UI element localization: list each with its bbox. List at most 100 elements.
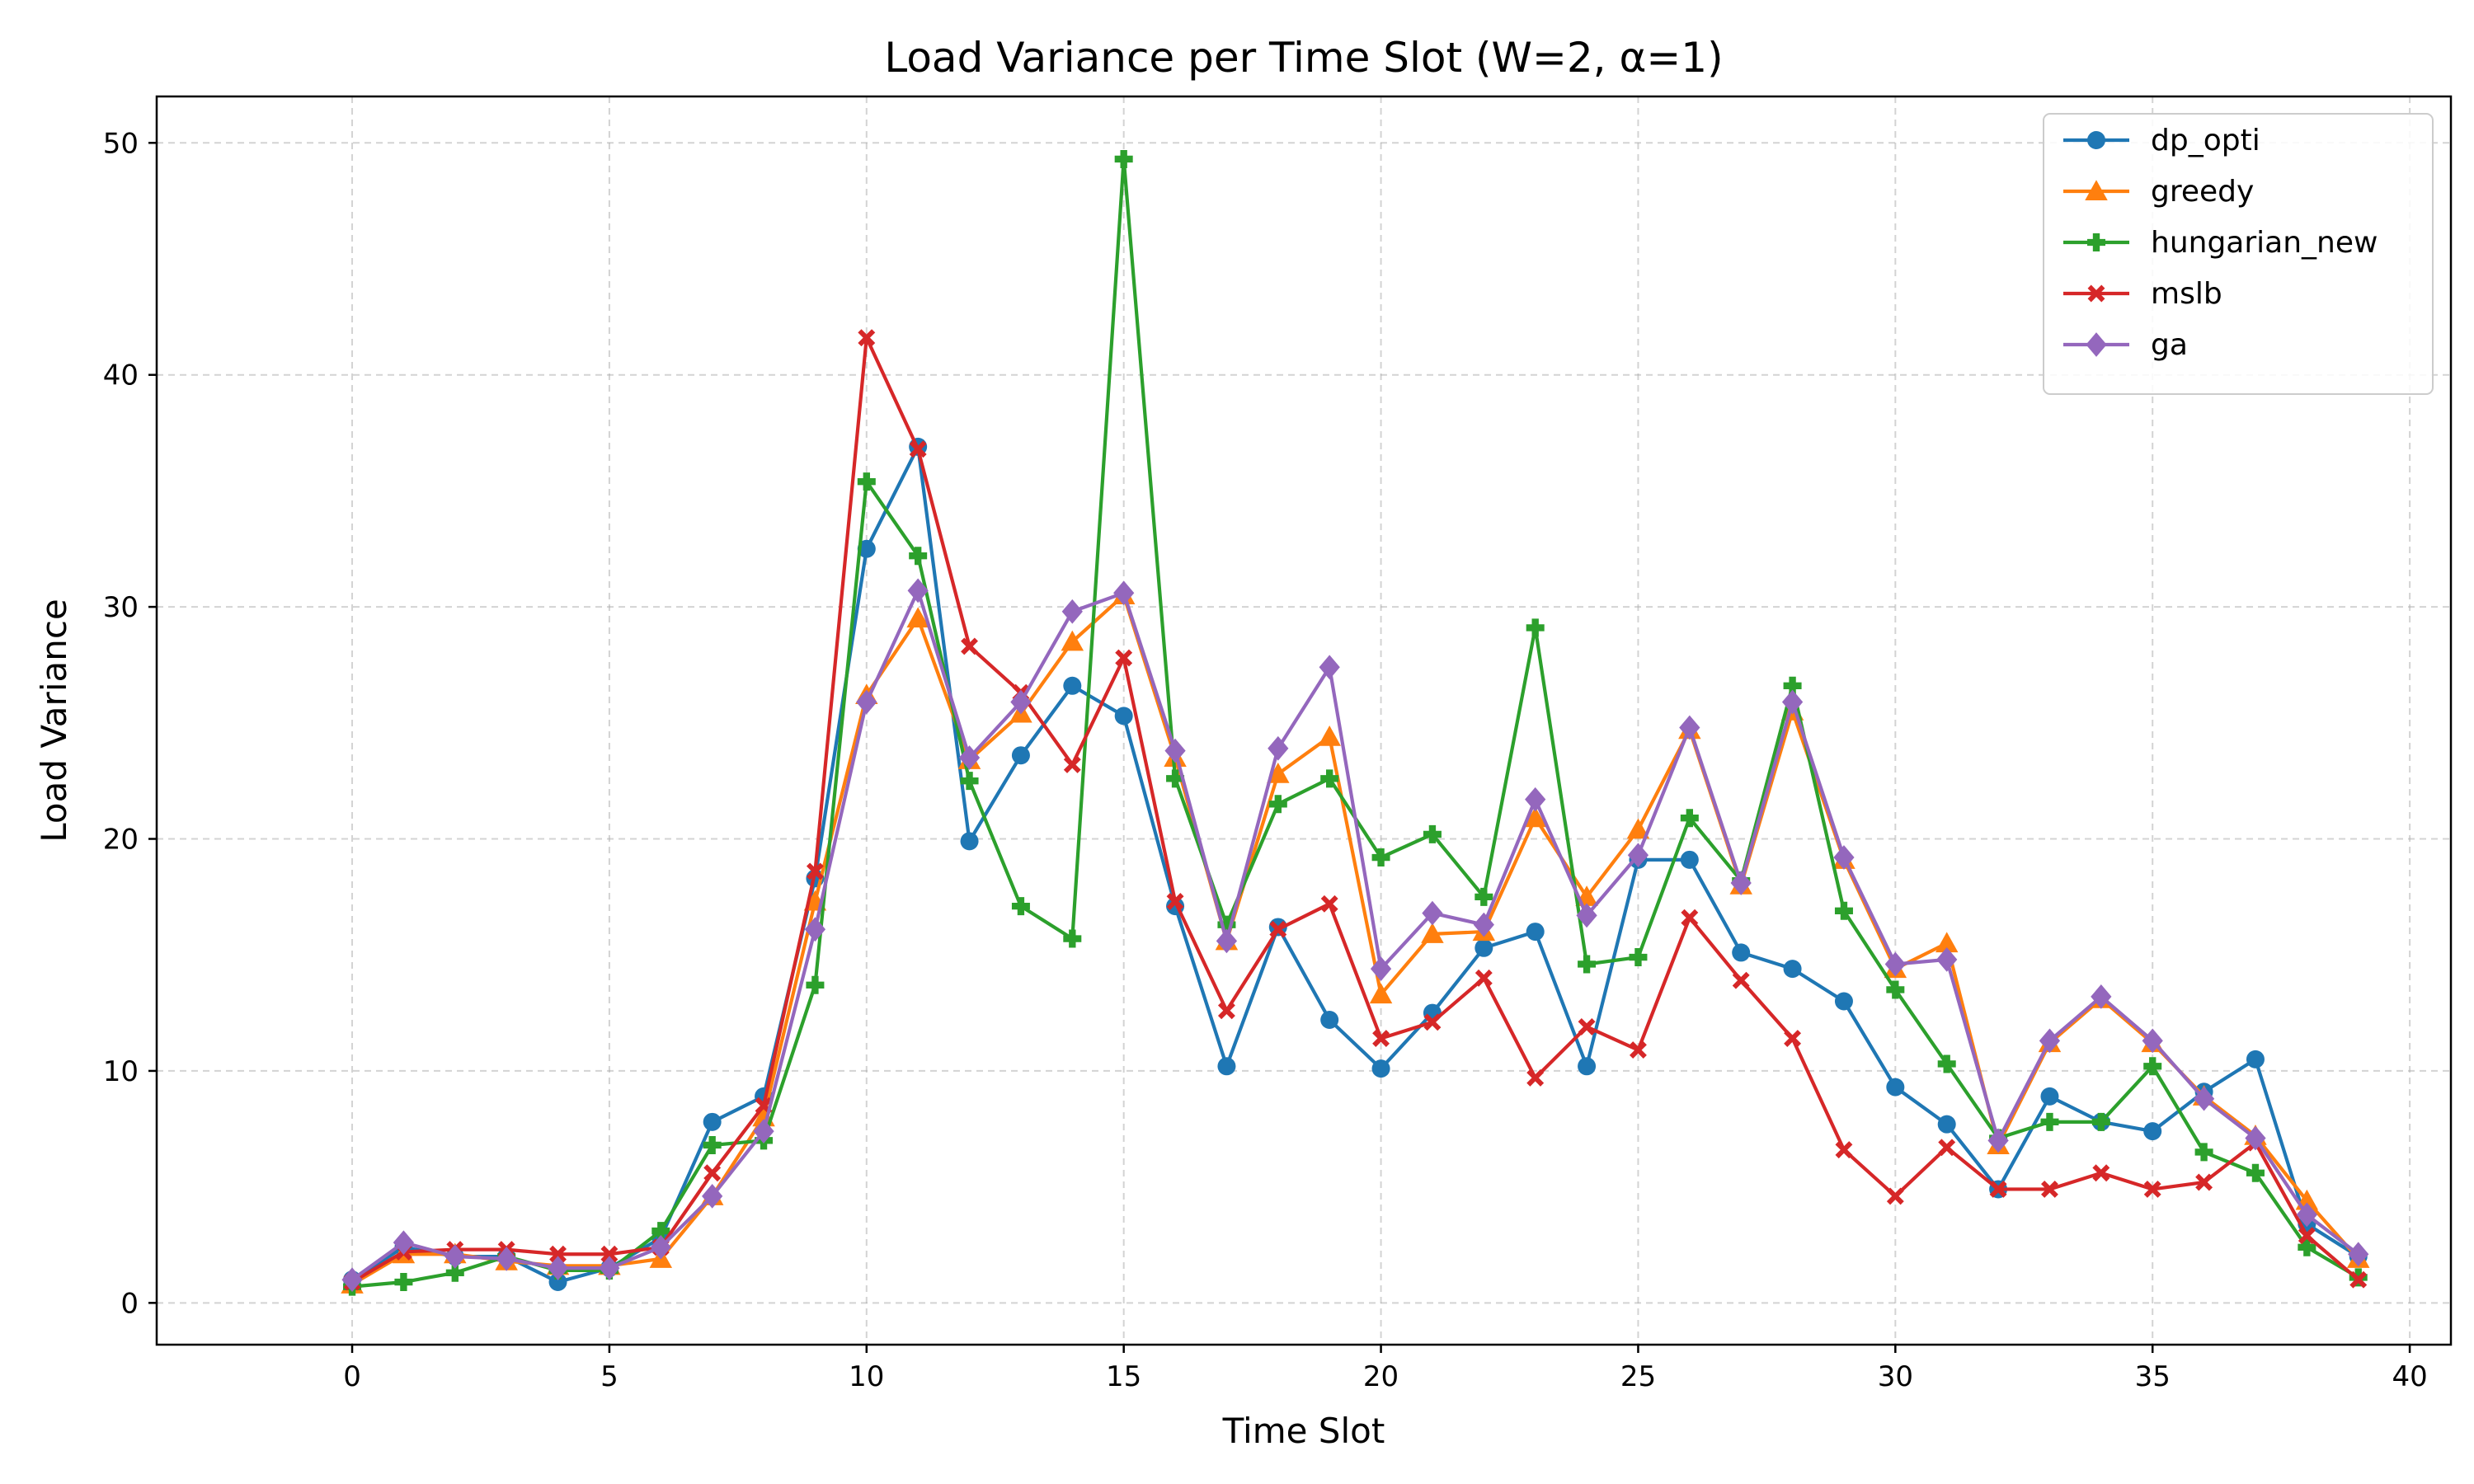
data-point-mslb bbox=[1269, 920, 1287, 938]
data-point-mslb bbox=[2041, 1181, 2058, 1198]
data-point-ga bbox=[496, 1247, 517, 1271]
data-point-greedy bbox=[906, 607, 929, 628]
data-point-hungarian_new bbox=[2246, 1163, 2265, 1182]
data-point-hungarian_new bbox=[1114, 149, 1133, 168]
legend-item-dp_opti: dp_opti bbox=[2063, 124, 2260, 157]
data-point-mslb bbox=[2143, 1181, 2161, 1198]
x-tick-label: 30 bbox=[1878, 1360, 1913, 1393]
data-point-hungarian_new bbox=[651, 1222, 670, 1241]
legend-box bbox=[2043, 113, 2434, 395]
data-point-ga bbox=[2091, 984, 2112, 1009]
data-point-hungarian_new bbox=[2194, 1143, 2213, 1162]
y-tick-label: 10 bbox=[103, 1055, 139, 1088]
data-point-mslb bbox=[1063, 756, 1081, 773]
data-point-dp_opti bbox=[1114, 707, 1133, 726]
data-point-ga bbox=[1576, 903, 1597, 928]
data-point-mslb bbox=[806, 862, 824, 881]
data-point-hungarian_new bbox=[909, 547, 928, 566]
data-point-hungarian_new bbox=[1217, 915, 1236, 934]
data-point-ga bbox=[2348, 1242, 2369, 1267]
data-point-ga bbox=[958, 745, 981, 770]
x-tick-label: 20 bbox=[1363, 1360, 1399, 1393]
data-point-mslb bbox=[1886, 1187, 1904, 1205]
data-point-ga bbox=[1061, 599, 1083, 624]
y-tick-label: 50 bbox=[103, 127, 139, 160]
data-point-mslb bbox=[1217, 1002, 1235, 1020]
data-point-ga bbox=[2193, 1086, 2215, 1111]
data-point-hungarian_new bbox=[960, 772, 979, 791]
legend-marker bbox=[2087, 284, 2105, 303]
data-point-mslb bbox=[2298, 1227, 2316, 1245]
data-point-hungarian_new bbox=[1526, 618, 1545, 637]
data-point-hungarian_new bbox=[2040, 1112, 2059, 1131]
data-point-hungarian_new bbox=[1320, 769, 1339, 788]
data-point-mslb bbox=[1989, 1181, 2007, 1198]
data-point-hungarian_new bbox=[1834, 901, 1853, 920]
data-point-mslb bbox=[1526, 1068, 1545, 1087]
data-point-hungarian_new bbox=[394, 1273, 413, 1292]
data-point-mslb bbox=[1732, 971, 1750, 989]
x-tick-label: 0 bbox=[343, 1360, 361, 1393]
data-point-mslb bbox=[1629, 1041, 1647, 1059]
data-point-ga bbox=[1370, 956, 1392, 981]
y-tick-label: 0 bbox=[120, 1287, 139, 1320]
data-point-mslb bbox=[961, 637, 979, 655]
data-point-ga bbox=[1936, 947, 1958, 972]
data-point-hungarian_new bbox=[1268, 795, 1287, 814]
data-point-mslb bbox=[703, 1164, 722, 1182]
data-point-dp_opti bbox=[1526, 923, 1545, 942]
data-point-dp_opti bbox=[1475, 938, 1493, 957]
data-point-greedy bbox=[1267, 762, 1290, 783]
data-point-mslb bbox=[549, 1245, 567, 1263]
x-tick-label: 25 bbox=[1620, 1360, 1656, 1393]
data-point-dp_opti bbox=[548, 1273, 567, 1292]
data-point-mslb bbox=[1835, 1141, 1853, 1159]
series-line-dp_opti bbox=[350, 444, 2359, 1284]
data-point-greedy bbox=[1523, 806, 1547, 828]
legend-label: dp_opti bbox=[2151, 124, 2260, 157]
data-point-mslb bbox=[2195, 1173, 2213, 1191]
data-point-mslb bbox=[1578, 1018, 1596, 1036]
data-point-ga bbox=[753, 1119, 774, 1144]
data-point-ga bbox=[393, 1230, 415, 1256]
data-point-dp_opti bbox=[1834, 992, 1853, 1011]
y-tick-label: 40 bbox=[103, 359, 139, 392]
data-point-ga bbox=[907, 578, 929, 603]
data-point-ga bbox=[1010, 689, 1032, 715]
data-point-ga bbox=[1216, 928, 1238, 954]
data-point-hungarian_new bbox=[1886, 980, 1905, 999]
data-point-ga bbox=[804, 917, 826, 942]
data-point-greedy bbox=[1935, 932, 1959, 953]
data-point-ga bbox=[2142, 1028, 2163, 1054]
y-axis-label: Load Variance bbox=[34, 599, 74, 843]
x-tick-label: 35 bbox=[2135, 1360, 2171, 1393]
data-point-ga bbox=[2296, 1202, 2317, 1228]
data-point-ga bbox=[444, 1244, 466, 1269]
data-point-hungarian_new bbox=[2298, 1237, 2316, 1256]
legend-label: greedy bbox=[2151, 175, 2254, 209]
data-point-greedy bbox=[1369, 983, 1393, 1004]
data-point-mslb bbox=[2349, 1270, 2368, 1289]
data-point-ga bbox=[1730, 871, 1752, 895]
data-point-mslb bbox=[1320, 895, 1338, 913]
series-line-mslb bbox=[350, 336, 2360, 1284]
data-point-ga bbox=[1833, 845, 1855, 870]
data-point-dp_opti bbox=[1578, 1057, 1597, 1076]
data-point-mslb bbox=[2092, 1164, 2110, 1182]
legend-marker bbox=[2085, 180, 2108, 200]
data-point-greedy bbox=[1421, 923, 1444, 943]
data-point-ga bbox=[599, 1256, 620, 1280]
x-tick-label: 10 bbox=[849, 1360, 884, 1393]
ticks-layer: 0 5 10 15 20 25 30 35 40 0 10 20 30 40 50 bbox=[103, 127, 2428, 1393]
data-point-hungarian_new bbox=[1629, 948, 1648, 967]
data-point-hungarian_new bbox=[1166, 769, 1185, 788]
data-point-dp_opti bbox=[1732, 943, 1751, 962]
data-point-dp_opti bbox=[1783, 960, 1802, 979]
data-point-ga bbox=[1268, 735, 1289, 761]
data-point-ga bbox=[650, 1234, 671, 1260]
data-point-ga bbox=[1884, 951, 1906, 977]
data-point-mslb bbox=[1423, 1013, 1442, 1031]
data-point-ga bbox=[1781, 689, 1804, 715]
data-point-hungarian_new bbox=[1783, 676, 1802, 695]
